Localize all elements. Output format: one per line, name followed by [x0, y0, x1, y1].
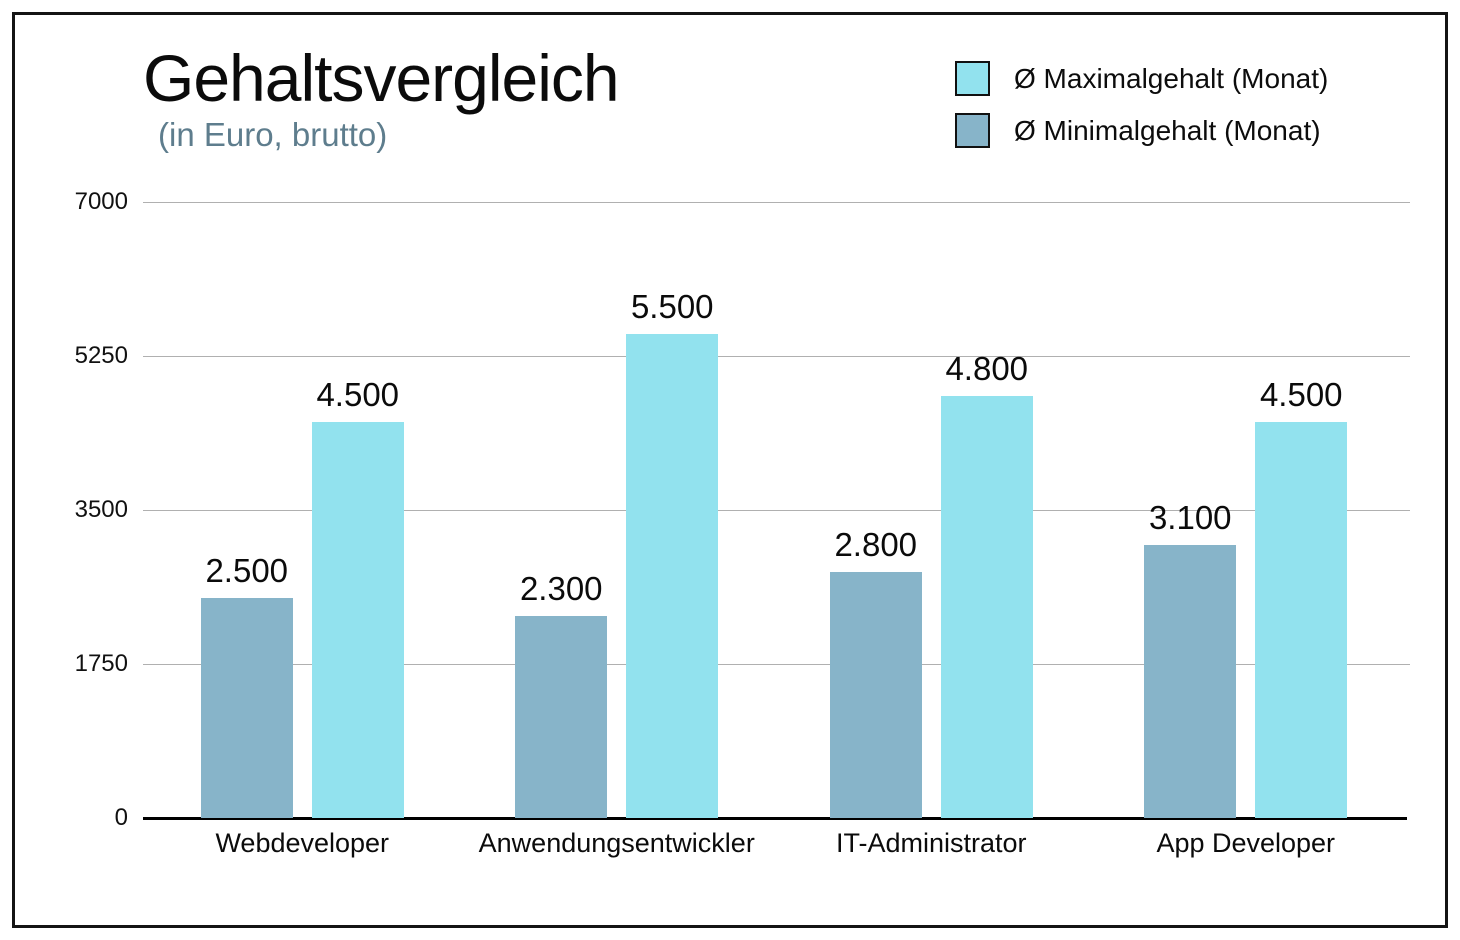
bar-value-maximalgehalt-it-administrator: 4.800	[945, 349, 1029, 387]
chart-subtitle: (in Euro, brutto)	[158, 116, 388, 153]
bar-maximalgehalt-it-administrator	[940, 395, 1033, 818]
x-axis-category-app-developer: App Developer	[1156, 828, 1336, 858]
bar-minimalgehalt-webdeveloper	[200, 598, 293, 818]
legend: Ø Maximalgehalt (Monat) Ø Minimalgehalt …	[955, 61, 1328, 165]
x-axis-category-it-administrator: IT-Administrator	[835, 828, 1027, 858]
bar-value-maximalgehalt-app-developer: 4.500	[1259, 376, 1343, 413]
y-axis-tick-1750: 1750	[74, 650, 128, 677]
y-axis-tick-5250: 5250	[74, 342, 128, 369]
x-axis-category-anwendungsentwickler: Anwendungsentwickler	[478, 828, 755, 858]
y-axis-tick-3500: 3500	[74, 496, 128, 523]
legend-label-maximalgehalt: Ø Maximalgehalt (Monat)	[1014, 62, 1329, 94]
legend-item-maximalgehalt: Ø Maximalgehalt (Monat)	[955, 61, 1328, 96]
gridline-3500	[143, 509, 1410, 511]
gridline-1750	[143, 663, 1410, 665]
bar-minimalgehalt-app-developer	[1144, 545, 1237, 818]
chart-title: Gehaltsvergleich	[143, 41, 620, 115]
y-axis-tick-7000: 7000	[74, 188, 128, 215]
bar-minimalgehalt-anwendungsentwickler	[515, 615, 608, 818]
legend-label-minimalgehalt: Ø Minimalgehalt (Monat)	[1014, 114, 1321, 146]
gridline-7000	[143, 201, 1410, 203]
bar-value-maximalgehalt-anwendungsentwickler: 5.500	[630, 288, 714, 325]
bar-value-maximalgehalt-webdeveloper: 4.500	[316, 376, 400, 413]
bar-value-minimalgehalt-app-developer: 3.100	[1148, 499, 1232, 537]
bar-minimalgehalt-it-administrator	[829, 571, 922, 818]
bar-maximalgehalt-anwendungsentwickler	[626, 334, 719, 818]
y-axis-tick-0: 0	[114, 804, 128, 831]
legend-item-minimalgehalt: Ø Minimalgehalt (Monat)	[955, 113, 1328, 148]
x-axis-baseline	[143, 817, 1407, 820]
gridline-5250	[143, 355, 1410, 357]
x-axis-category-webdeveloper: Webdeveloper	[215, 828, 390, 858]
legend-swatch-minimalgehalt-icon	[955, 113, 990, 148]
bar-maximalgehalt-webdeveloper	[311, 422, 404, 818]
bar-value-minimalgehalt-it-administrator: 2.800	[834, 525, 918, 563]
bar-value-minimalgehalt-anwendungsentwickler: 2.300	[519, 569, 603, 607]
bar-value-minimalgehalt-webdeveloper: 2.500	[205, 552, 289, 589]
bar-maximalgehalt-app-developer	[1255, 422, 1348, 818]
legend-swatch-maximalgehalt-icon	[955, 61, 990, 96]
